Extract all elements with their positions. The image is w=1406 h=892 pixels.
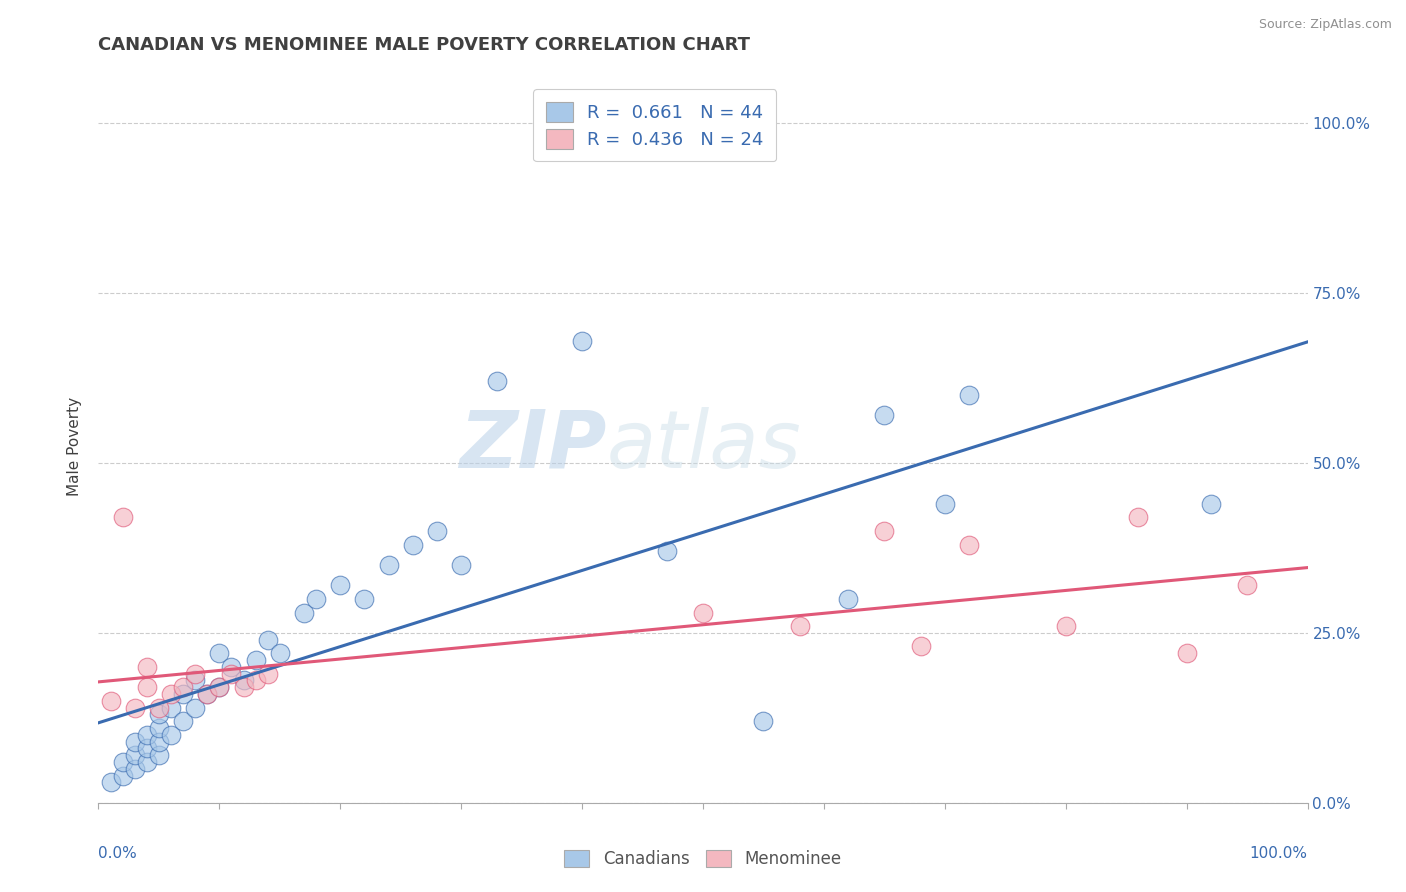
Point (208, 680, 231, 694)
Point (486, 375, 509, 389)
Point (148, 721, 170, 735)
Point (789, 619, 811, 633)
Point (1054, 619, 1077, 633)
Point (160, 687, 183, 701)
Point (245, 653, 267, 667)
Point (195, 687, 218, 701)
Point (148, 700, 170, 714)
Point (148, 707, 170, 722)
Text: CANADIAN VS MENOMINEE MALE POVERTY CORRELATION CHART: CANADIAN VS MENOMINEE MALE POVERTY CORRE… (98, 36, 751, 54)
Y-axis label: Male Poverty: Male Poverty (67, 396, 83, 496)
Point (329, 578, 352, 592)
Point (208, 646, 231, 660)
Point (124, 762, 146, 776)
Text: ZIP: ZIP (458, 407, 606, 485)
Point (124, 748, 146, 763)
Point (232, 680, 254, 694)
Point (269, 646, 291, 660)
Point (1199, 497, 1222, 511)
Point (221, 666, 243, 681)
Point (1128, 510, 1150, 524)
Point (1236, 578, 1258, 592)
Point (910, 640, 932, 654)
Point (934, 497, 956, 511)
Point (172, 680, 194, 694)
Point (292, 606, 315, 620)
Point (135, 755, 157, 769)
Point (172, 687, 194, 701)
Point (172, 714, 194, 729)
Point (256, 666, 278, 681)
Point (148, 748, 170, 763)
Point (426, 524, 449, 538)
Point (1175, 646, 1198, 660)
Text: 100.0%: 100.0% (1250, 846, 1308, 861)
Point (957, 537, 980, 551)
Point (100, 694, 122, 708)
Point (377, 558, 399, 572)
Point (135, 660, 157, 674)
Point (450, 558, 472, 572)
Point (195, 687, 218, 701)
Point (208, 680, 231, 694)
Point (232, 673, 254, 688)
Point (256, 632, 278, 647)
Point (160, 700, 183, 714)
Point (957, 388, 980, 402)
Point (184, 666, 207, 681)
Point (752, 714, 775, 729)
Text: 0.0%: 0.0% (98, 846, 138, 861)
Point (873, 409, 896, 423)
Point (837, 591, 859, 606)
Point (571, 334, 593, 348)
Point (111, 510, 134, 524)
Point (873, 524, 896, 538)
Text: atlas: atlas (606, 407, 801, 485)
Point (135, 728, 157, 742)
Point (111, 769, 134, 783)
Point (402, 537, 425, 551)
Point (124, 734, 146, 748)
Point (353, 591, 375, 606)
Legend: Canadians, Menominee: Canadians, Menominee (558, 843, 848, 875)
Point (184, 673, 207, 688)
Point (160, 728, 183, 742)
Point (124, 700, 146, 714)
Point (111, 755, 134, 769)
Text: Source: ZipAtlas.com: Source: ZipAtlas.com (1258, 18, 1392, 31)
Point (135, 741, 157, 756)
Legend: R =  0.661   N = 44, R =  0.436   N = 24: R = 0.661 N = 44, R = 0.436 N = 24 (533, 89, 776, 161)
Point (245, 673, 267, 688)
Point (655, 544, 678, 558)
Point (692, 606, 714, 620)
Point (221, 660, 243, 674)
Point (100, 775, 122, 789)
Point (135, 680, 157, 694)
Point (184, 700, 207, 714)
Point (305, 591, 328, 606)
Point (148, 734, 170, 748)
